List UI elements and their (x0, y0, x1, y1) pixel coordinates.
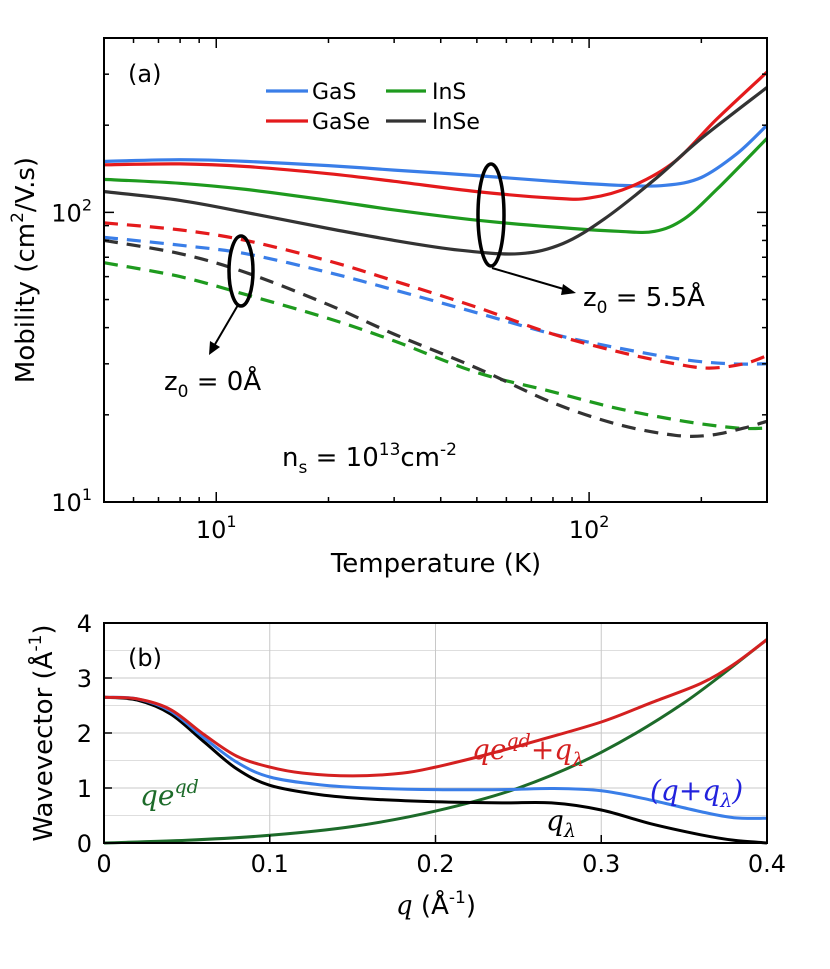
b-ytick-label: 2 (77, 720, 92, 748)
legend-label-inse: InSe (432, 110, 480, 135)
a-ytick-label: 102 (51, 195, 92, 227)
b-ytick-label: 3 (77, 665, 92, 693)
panel-a-frame (103, 37, 768, 503)
panel-a-xlabel: Temperature (K) (330, 549, 541, 579)
label-red-curve: qeqd+qλ (472, 730, 584, 771)
series-ins-dashed (103, 261, 768, 431)
series-inse-solid (103, 86, 768, 256)
series-b-1 (103, 695, 768, 845)
a-xtick-label: 102 (569, 512, 610, 544)
panel-b-ylabel: Wavevector (Å-1) (26, 624, 59, 841)
legend-label-gase: GaSe (312, 110, 370, 135)
panel-b-xlabel: q (Å-1) (396, 888, 476, 921)
ellipse-small-z0 (227, 234, 255, 308)
label-blue-curve: (q+qλ) (650, 774, 743, 812)
arrow-large-z0 (491, 267, 576, 295)
panel-a-ylabel: Mobility (cm2/V.s) (8, 157, 41, 383)
panel-a-curves (103, 70, 769, 438)
label-black-curve: qλ (546, 804, 576, 842)
b-xtick-label: 0.1 (251, 850, 289, 878)
arrow-small-z0 (209, 304, 239, 355)
b-xtick-label: 0.3 (582, 850, 620, 878)
panel-a: 101 102 101 102 (a) GaS InS GaSe InSe z0 = … (8, 37, 769, 579)
b-xtick-label: 0.2 (416, 850, 454, 878)
annotation-z0-small: z0 = 0Å (164, 365, 261, 402)
b-ytick-label: 4 (77, 610, 92, 638)
legend: GaS InS GaSe InSe (266, 80, 480, 135)
series-gas-dashed (103, 235, 768, 366)
b-ytick-label: 0 (77, 830, 92, 858)
panel-a-label: (a) (128, 60, 161, 88)
label-green-curve: qeqd (140, 776, 199, 812)
legend-label-gas: GaS (312, 80, 357, 105)
a-xtick-label: 101 (196, 512, 237, 544)
series-b-2 (103, 695, 768, 820)
panel-b-curves (103, 638, 768, 845)
a-ytick-label: 101 (51, 485, 92, 517)
b-xtick-label: 0.4 (748, 850, 786, 878)
panel-a-ticks: 101 102 101 102 (51, 37, 768, 544)
annotation-z0-large: z0 = 5.5Å (583, 281, 705, 318)
panel-b-ticks: 0 0.1 0.2 0.3 0.4 0 1 2 3 4 (77, 610, 786, 878)
panel-b-label: (b) (128, 644, 162, 672)
b-xtick-label: 0 (96, 850, 111, 878)
ellipse-large-z0 (476, 162, 506, 268)
series-b-3 (103, 638, 768, 778)
series-ins-solid (103, 137, 769, 235)
panel-b: 0 0.1 0.2 0.3 0.4 0 1 2 3 4 (b) qeqd+qλ (q+qλ) qe… (26, 610, 786, 921)
b-ytick-label: 1 (77, 775, 92, 803)
series-inse-dashed (103, 238, 768, 438)
series-gas-solid (103, 124, 769, 188)
annotation-ns: ns = 1013cm-2 (282, 440, 457, 478)
series-b-0 (103, 638, 768, 845)
legend-label-ins: InS (432, 80, 466, 105)
series-gase-dashed (103, 221, 768, 370)
